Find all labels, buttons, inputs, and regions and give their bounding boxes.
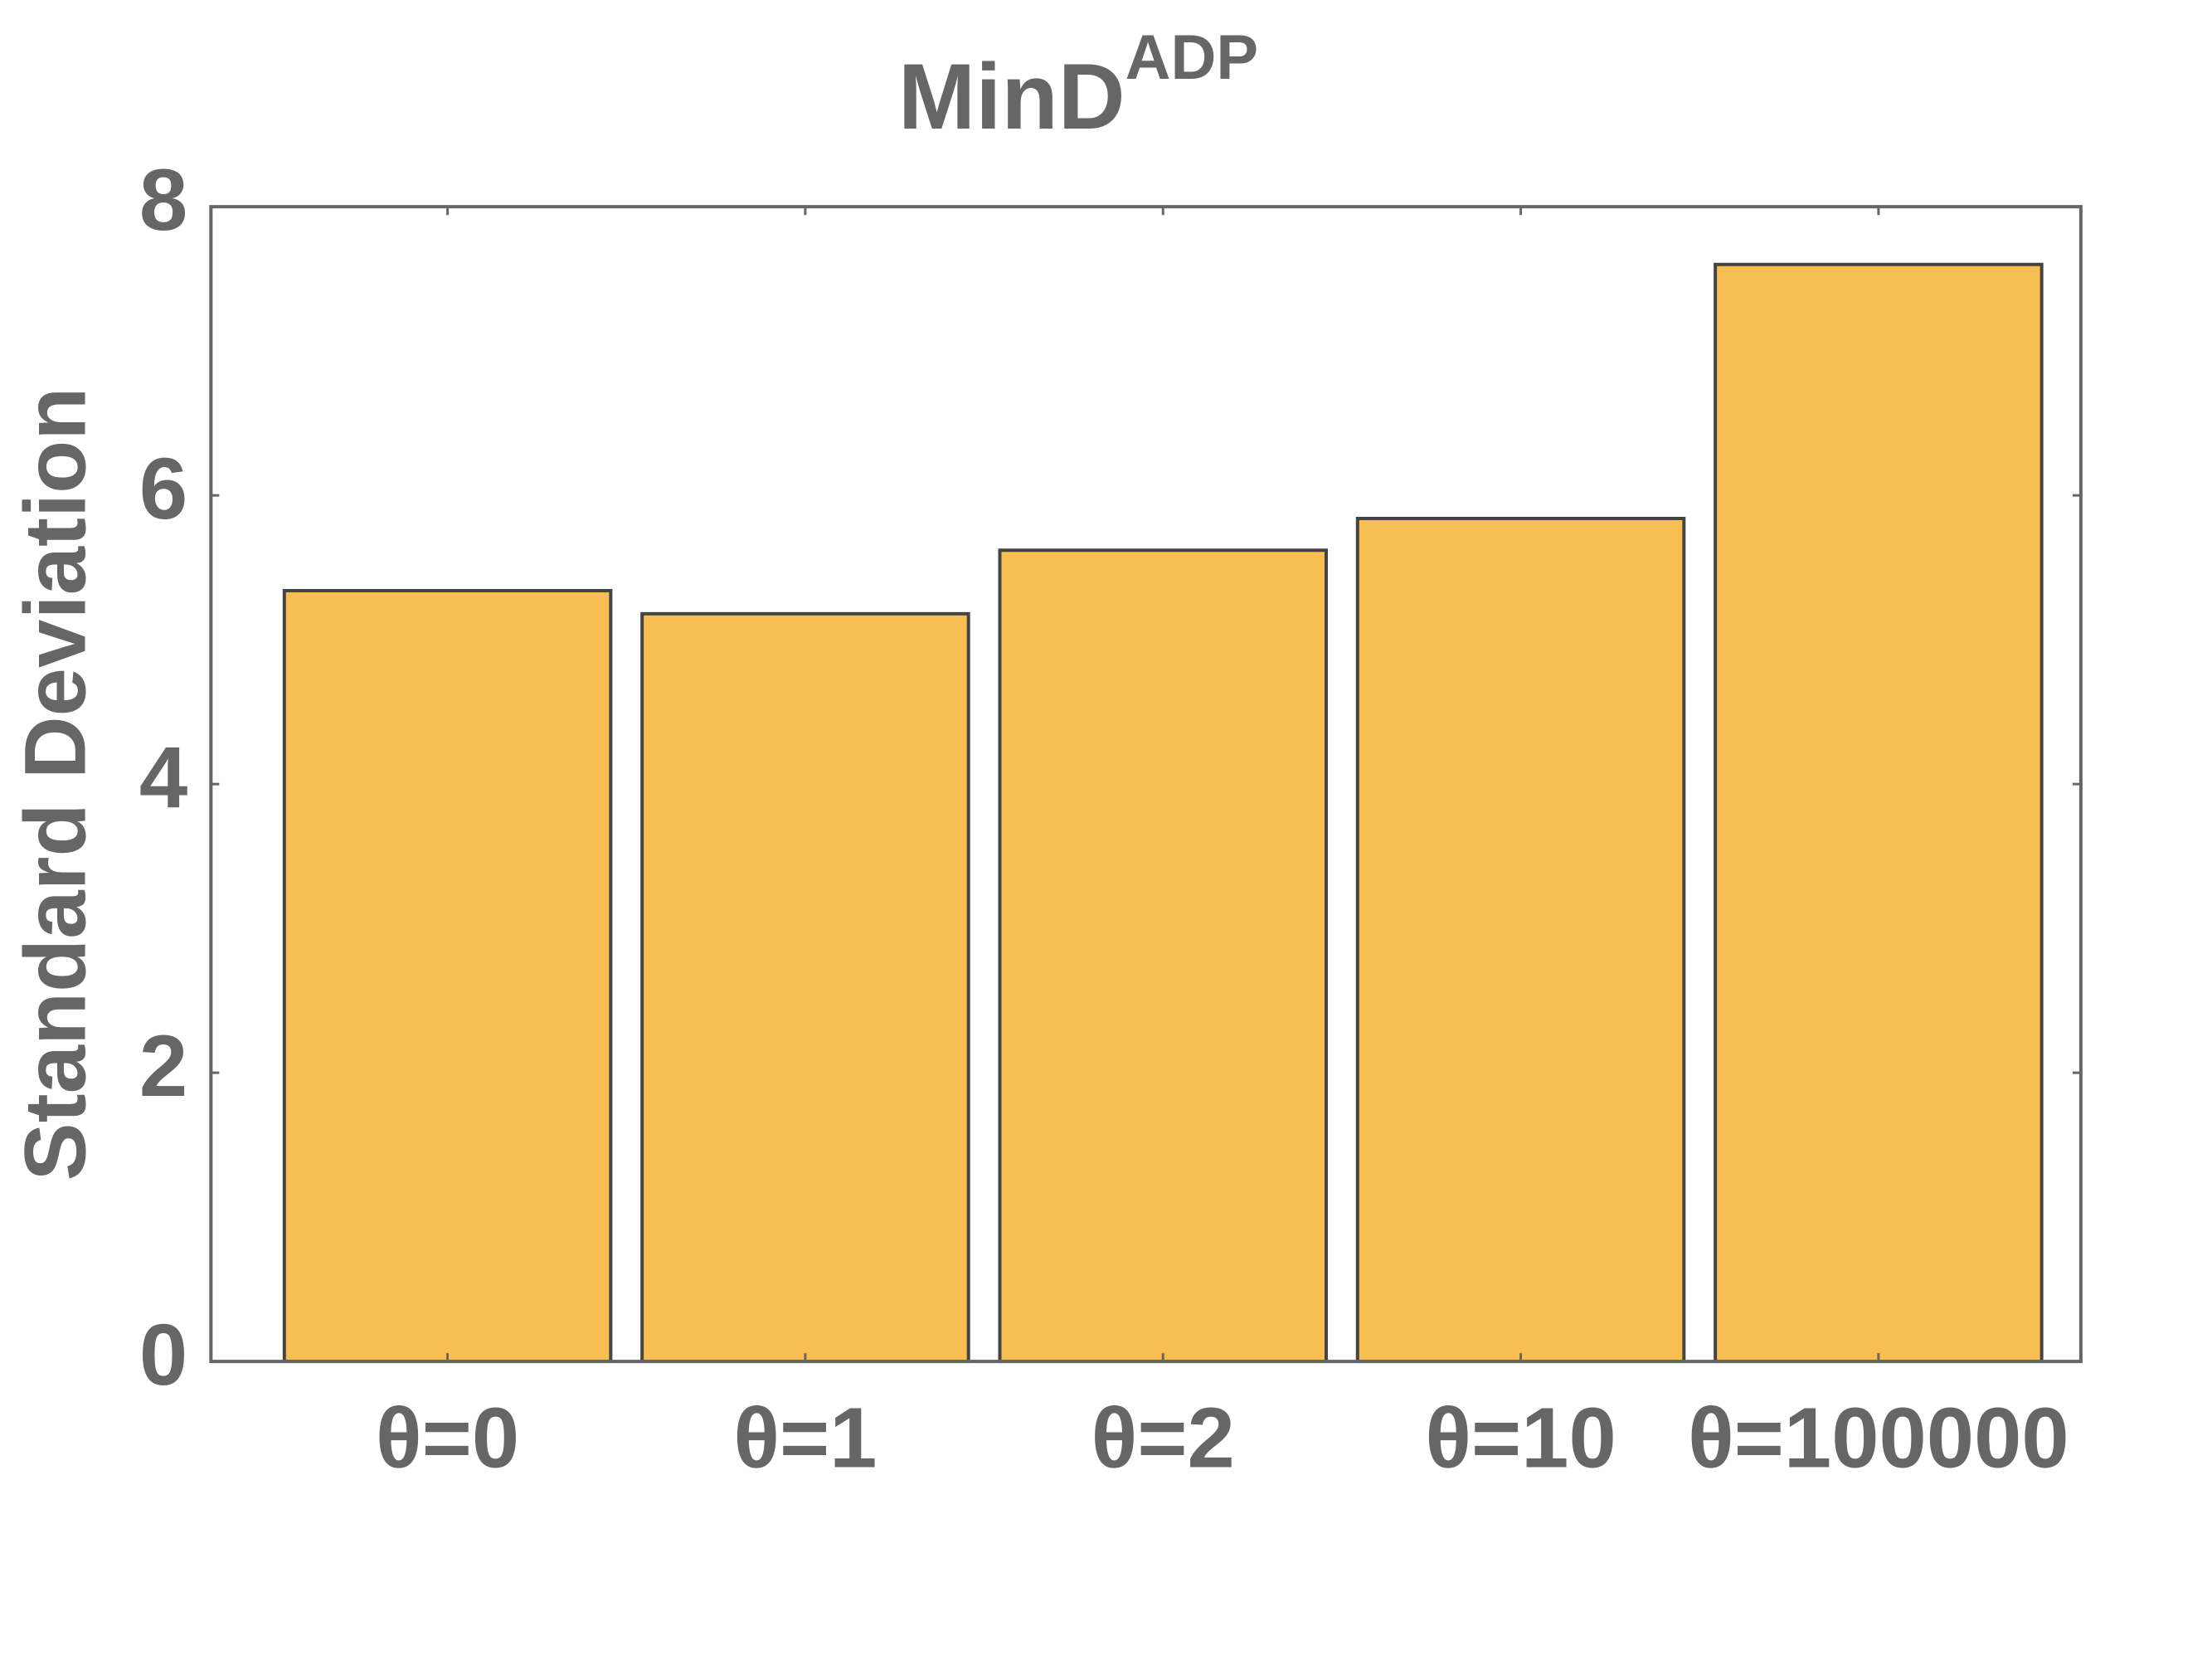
title-main: MinD bbox=[898, 45, 1125, 148]
y-axis-label: Standard Deviation bbox=[7, 387, 105, 1181]
plot-frame bbox=[209, 205, 2083, 1364]
chart-title: MinDADP bbox=[898, 22, 1258, 148]
bar bbox=[640, 611, 970, 1364]
bar bbox=[1714, 262, 2044, 1364]
y-tick-label: 4 bbox=[139, 729, 187, 826]
x-tick-label: θ=10 bbox=[1425, 1390, 1616, 1485]
bar bbox=[1355, 516, 1686, 1364]
x-tick-label: θ=0 bbox=[376, 1390, 519, 1485]
title-superscript: ADP bbox=[1125, 22, 1258, 93]
y-tick-label: 8 bbox=[139, 152, 187, 249]
x-tick-label: θ=1 bbox=[733, 1390, 877, 1485]
bar bbox=[998, 548, 1328, 1364]
y-tick-label: 2 bbox=[139, 1018, 187, 1115]
bar bbox=[282, 588, 613, 1364]
x-tick-label: θ=100000 bbox=[1688, 1390, 2069, 1485]
x-tick-label: θ=2 bbox=[1091, 1390, 1235, 1485]
y-tick-label: 0 bbox=[139, 1307, 187, 1404]
y-tick-label: 6 bbox=[139, 441, 187, 538]
